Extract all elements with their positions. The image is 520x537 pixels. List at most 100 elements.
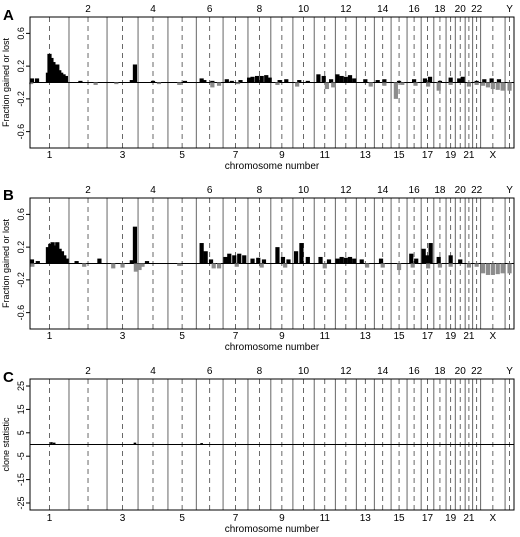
gain-bar: [238, 80, 243, 83]
gain-bar: [437, 80, 443, 83]
loss-bar: [133, 263, 138, 272]
gain-bar: [129, 80, 134, 83]
loss-bar: [495, 82, 500, 90]
bottom-chromosome-label: 3: [120, 150, 126, 161]
loss-bar: [507, 82, 512, 91]
gain-bar: [421, 248, 426, 264]
loss-bar: [490, 82, 495, 90]
bottom-chromosome-label: 19: [445, 513, 457, 524]
top-chromosome-label: 12: [340, 366, 352, 377]
gain-bar: [422, 78, 428, 83]
plot-frame: [29, 16, 515, 149]
loss-bar: [210, 82, 215, 88]
gain-bar: [286, 259, 291, 264]
loss-bar: [324, 82, 329, 90]
loss-bar: [114, 82, 119, 85]
top-chromosome-label: 12: [340, 185, 352, 196]
gain-bar: [55, 242, 60, 264]
y-tick-label: -0.6: [16, 124, 26, 140]
gain-bar: [250, 76, 255, 83]
top-chromosome-label: 2: [85, 4, 91, 15]
top-chromosome-label: 14: [377, 185, 389, 196]
loss-bar: [437, 263, 443, 268]
bottom-chromosome-label: 13: [360, 513, 372, 524]
bottom-chromosome-label: 11: [320, 331, 331, 342]
gain-bar: [64, 258, 69, 264]
gain-bar: [242, 255, 247, 264]
top-chromosome-label: 20: [455, 185, 467, 196]
bottom-chromosome-label: 3: [120, 331, 126, 342]
plot-frame: [29, 378, 515, 511]
gain-bar: [347, 75, 353, 83]
y-tick-label: 0.2: [16, 241, 26, 254]
loss-bar: [111, 263, 116, 269]
bottom-chromosome-label: 9: [279, 513, 285, 524]
gain-bar: [474, 80, 479, 83]
bottom-chromosome-label: 3: [120, 513, 126, 524]
bottom-chromosome-label: 15: [394, 150, 406, 161]
y-axis-label: Fraction gained or lost: [1, 218, 11, 308]
loss-bar: [396, 263, 402, 271]
top-chromosome-label: 20: [455, 4, 467, 15]
gain-bar: [457, 78, 462, 83]
gain-bar: [277, 80, 282, 83]
gain-bar: [247, 77, 252, 83]
y-tick-label: 5: [16, 430, 26, 435]
bottom-chromosome-label: 21: [463, 331, 475, 342]
gain-bar: [436, 256, 441, 264]
loss-bar: [120, 263, 125, 268]
gain-bar: [132, 226, 138, 264]
y-tick-label: -0.2: [16, 91, 26, 107]
bottom-chromosome-label: 5: [179, 331, 185, 342]
top-chromosome-label: 22: [471, 185, 483, 196]
top-chromosome-label: 16: [409, 4, 421, 15]
bottom-chromosome-label: 7: [233, 513, 239, 524]
gain-bar: [62, 255, 67, 264]
loss-bar: [368, 82, 373, 87]
loss-bar: [177, 82, 182, 85]
loss-bar: [413, 82, 418, 86]
loss-bar: [490, 263, 495, 275]
gain-bar: [59, 72, 64, 83]
loss-bar: [500, 82, 505, 91]
loss-bar: [436, 82, 441, 91]
y-axis-label: Fraction gained or lost: [1, 37, 11, 127]
gain-bar: [259, 75, 264, 83]
top-chromosome-label: 8: [257, 185, 263, 196]
loss-bar: [156, 82, 162, 85]
top-chromosome-label: 2: [85, 185, 91, 196]
top-chromosome-label: 14: [377, 366, 389, 377]
bottom-chromosome-label: 15: [394, 513, 406, 524]
gain-bar: [275, 247, 280, 264]
top-chromosome-label: 6: [207, 4, 213, 15]
bottom-chromosome-label: 11: [320, 150, 331, 161]
bottom-chromosome-label: 17: [422, 331, 434, 342]
loss-bar: [275, 82, 280, 85]
top-chromosome-label: 10: [298, 4, 310, 15]
gain-bar: [133, 442, 137, 445]
loss-bar: [29, 82, 34, 85]
panel-letter: B: [3, 187, 14, 204]
loss-bar: [393, 82, 398, 99]
gain-bar: [316, 74, 321, 83]
loss-bar: [177, 263, 182, 266]
loss-bar: [331, 82, 336, 88]
bottom-chromosome-label: 11: [320, 513, 331, 524]
gain-bar: [329, 79, 334, 83]
bottom-chromosome-label: 21: [463, 150, 475, 161]
bottom-chromosome-label: X: [490, 513, 497, 524]
gain-bar: [280, 256, 286, 264]
gain-bar: [61, 74, 66, 83]
gain-bar: [448, 77, 453, 83]
loss-bar: [216, 82, 222, 86]
loss-bar: [322, 263, 327, 269]
gain-bar: [427, 76, 433, 83]
gain-bar: [48, 243, 53, 264]
gain-bar: [63, 75, 68, 83]
gain-bar: [460, 76, 465, 83]
loss-bar: [466, 263, 472, 268]
y-tick-label: 25: [16, 381, 26, 391]
